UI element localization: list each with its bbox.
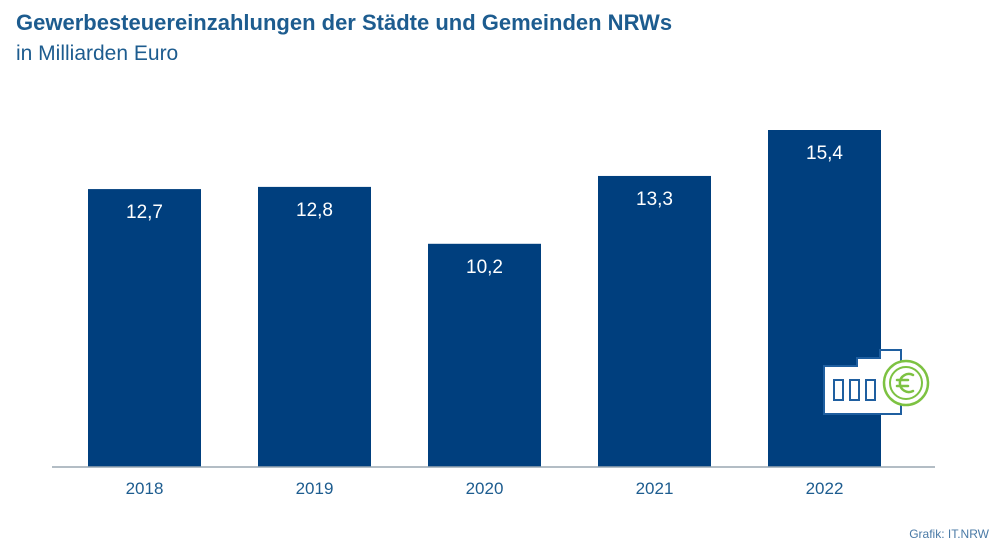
bar-2020 xyxy=(428,243,541,467)
x-tick-label-2019: 2019 xyxy=(296,479,334,498)
source-credit: Grafik: IT.NRW xyxy=(909,527,989,541)
bar-value-label-2020: 10,2 xyxy=(466,257,503,278)
chart-title: Gewerbesteuereinzahlungen der Städte und… xyxy=(16,10,673,35)
factory-building-icon xyxy=(823,349,902,415)
bar-value-label-2018: 12,7 xyxy=(126,202,163,223)
x-axis-tick-labels: 2018 2019 2020 2021 2022 xyxy=(126,479,844,498)
euro-coin-icon xyxy=(882,359,930,407)
x-tick-label-2020: 2020 xyxy=(466,479,504,498)
bars-group: 12,7 12,8 10,2 13,3 15,4 xyxy=(88,130,881,468)
bar-2022 xyxy=(768,130,881,467)
bar-value-label-2021: 13,3 xyxy=(636,189,673,210)
bar-2021 xyxy=(598,175,711,468)
bar-2018 xyxy=(88,189,201,467)
x-tick-label-2022: 2022 xyxy=(806,479,844,498)
x-tick-label-2018: 2018 xyxy=(126,479,164,498)
bar-value-label-2022: 15,4 xyxy=(806,143,843,164)
bar-value-label-2019: 12,8 xyxy=(296,200,333,221)
chart-subtitle: in Milliarden Euro xyxy=(16,42,179,65)
x-tick-label-2021: 2021 xyxy=(636,479,674,498)
bar-2019 xyxy=(258,186,371,467)
factory-euro-icon xyxy=(823,349,930,415)
